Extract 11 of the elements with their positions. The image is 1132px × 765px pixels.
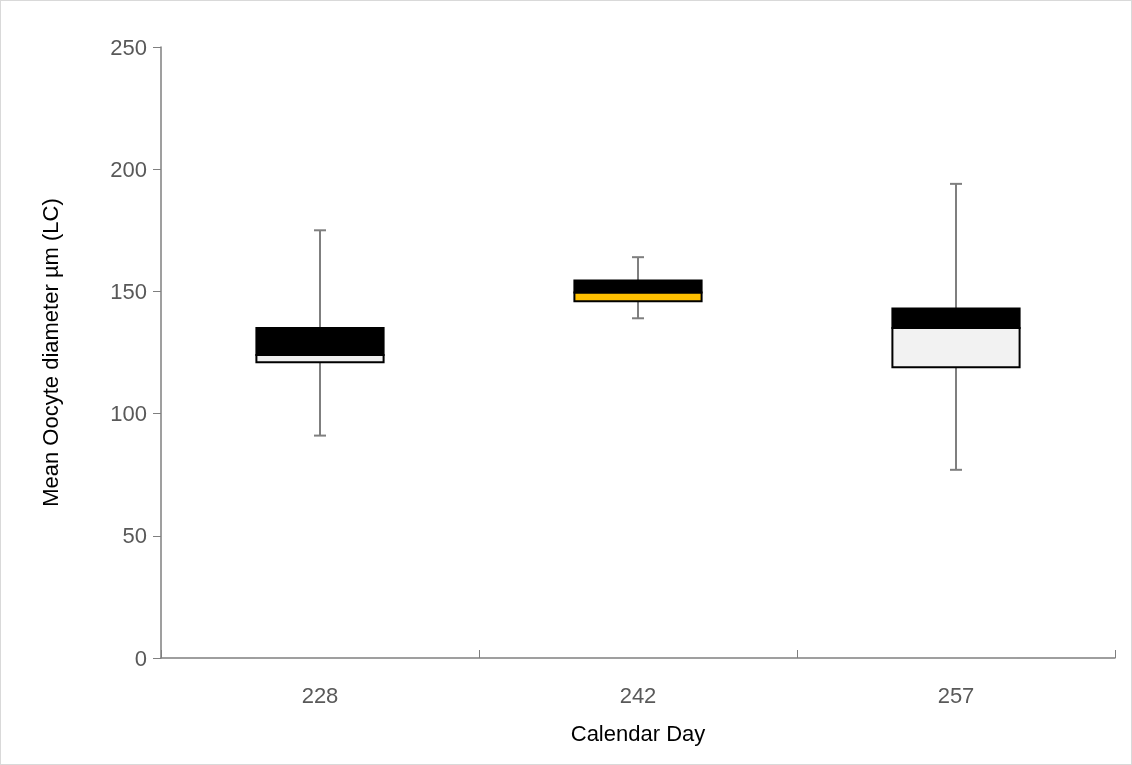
x-axis-title: Calendar Day xyxy=(570,720,706,746)
x-tick-label: 257 xyxy=(937,682,975,708)
y-tick-label: 250 xyxy=(110,34,147,60)
y-tick-label: 50 xyxy=(122,523,147,549)
y-tick-label: 150 xyxy=(110,278,147,304)
y-tick-label: 100 xyxy=(110,401,147,427)
y-tick-label: 200 xyxy=(110,156,147,182)
x-tick-label: 242 xyxy=(619,682,657,708)
y-tick-label: 0 xyxy=(134,645,147,671)
y-axis-title: Mean Oocyte diameter µm (LC) xyxy=(37,198,63,507)
x-tick-label: 228 xyxy=(301,682,339,708)
